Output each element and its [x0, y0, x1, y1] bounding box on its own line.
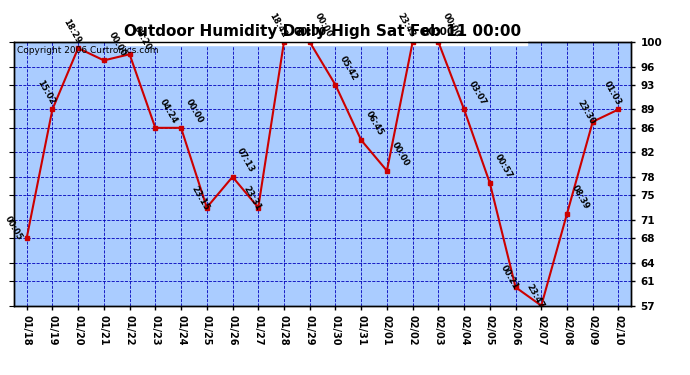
Text: 00:00: 00:00 [390, 141, 411, 168]
Text: 00:00: 00:00 [313, 12, 333, 39]
Text: 23:15: 23:15 [190, 184, 211, 212]
Text: 23:47: 23:47 [524, 282, 546, 310]
Text: 00:00: 00:00 [184, 98, 205, 125]
Text: 00:05: 00:05 [3, 215, 24, 242]
Text: 18:29: 18:29 [61, 18, 83, 45]
Text: 08:20: 08:20 [132, 24, 153, 51]
Text: 00:00: 00:00 [441, 12, 462, 39]
Text: 00:57: 00:57 [493, 153, 513, 180]
Text: 23:31: 23:31 [241, 184, 263, 212]
Text: 00:00: 00:00 [422, 27, 455, 37]
Text: 05:42: 05:42 [338, 54, 359, 82]
Text: 23:30: 23:30 [576, 98, 597, 126]
Title: Outdoor Humidity Daily High Sat Feb 11 00:00: Outdoor Humidity Daily High Sat Feb 11 0… [124, 24, 521, 39]
Text: Copyright 2006 Curtronics.com: Copyright 2006 Curtronics.com [17, 46, 159, 55]
Text: 18:42: 18:42 [267, 12, 288, 39]
Text: 08:39: 08:39 [570, 183, 591, 211]
Text: 03:07: 03:07 [467, 80, 488, 106]
Text: 00:00: 00:00 [107, 30, 128, 58]
Text: 23:43: 23:43 [396, 12, 417, 39]
Text: 04:24: 04:24 [158, 98, 179, 125]
Text: 00:21: 00:21 [499, 264, 520, 291]
Text: 00:00: 00:00 [293, 27, 326, 37]
Text: 07:13: 07:13 [235, 147, 257, 174]
Text: 06:45: 06:45 [364, 110, 385, 137]
Text: 15:02: 15:02 [36, 79, 57, 106]
Text: 01:03: 01:03 [602, 79, 623, 106]
